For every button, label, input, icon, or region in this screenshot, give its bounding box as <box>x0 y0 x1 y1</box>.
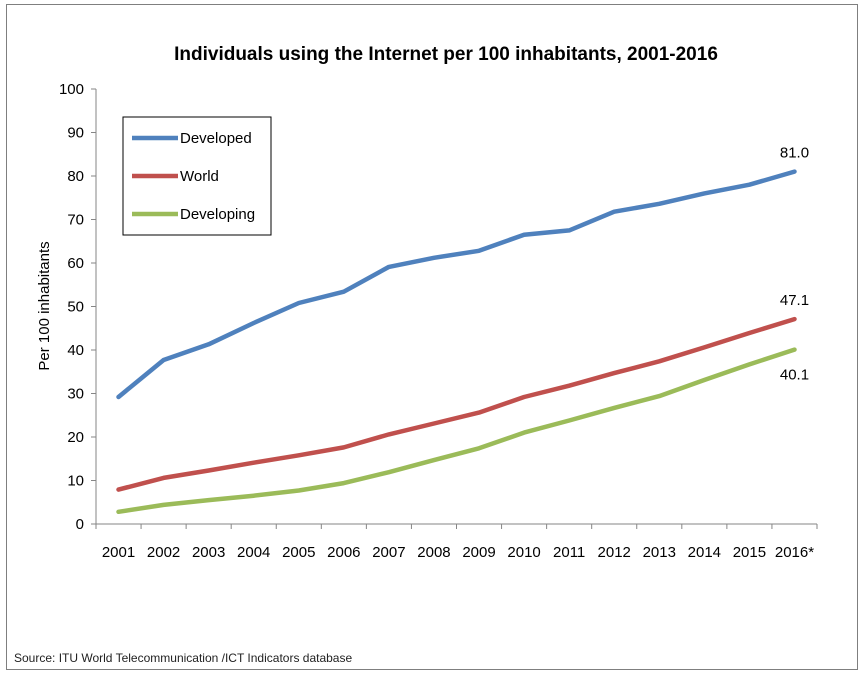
legend-label-world: World <box>180 168 219 185</box>
x-tick-label: 2002 <box>147 544 180 561</box>
y-tick-label: 90 <box>67 125 84 142</box>
y-tick-label: 80 <box>67 168 84 185</box>
data-label-developed: 81.0 <box>780 145 809 162</box>
y-axis-label: Per 100 inhabitants <box>36 241 53 370</box>
x-tick-label: 2006 <box>327 544 360 561</box>
chart-frame <box>6 4 858 670</box>
x-tick-label: 2003 <box>192 544 225 561</box>
y-tick-label: 70 <box>67 212 84 229</box>
chart-title: Individuals using the Internet per 100 i… <box>174 44 718 65</box>
y-tick-label: 0 <box>76 516 84 533</box>
y-tick-label: 100 <box>59 81 84 98</box>
series-line-world <box>116 316 797 492</box>
x-tick-label: 2007 <box>372 544 405 561</box>
y-tick-label: 10 <box>67 473 84 490</box>
legend-label-developing: Developing <box>180 206 255 223</box>
x-tick-label: 2011 <box>553 544 585 561</box>
x-tick-label: 2012 <box>598 544 631 561</box>
source-note: Source: ITU World Telecommunication /ICT… <box>14 651 353 665</box>
data-label-world: 47.1 <box>780 292 809 309</box>
x-tick-label: 2004 <box>237 544 270 561</box>
x-tick-label: 2015 <box>733 544 766 561</box>
y-tick-label: 50 <box>67 299 84 316</box>
x-tick-label: 2005 <box>282 544 315 561</box>
x-tick-label: 2016* <box>775 544 814 561</box>
y-tick-label: 30 <box>67 386 84 403</box>
y-tick-label: 20 <box>67 429 84 446</box>
x-tick-label: 2010 <box>507 544 540 561</box>
data-label-developing: 40.1 <box>780 367 809 384</box>
x-tick-label: 2013 <box>643 544 676 561</box>
x-tick-label: 2001 <box>102 544 135 561</box>
series-line-developed <box>116 169 797 400</box>
x-tick-label: 2009 <box>462 544 495 561</box>
legend-label-developed: Developed <box>180 130 252 147</box>
y-tick-label: 40 <box>67 342 84 359</box>
y-tick-label: 60 <box>67 255 84 272</box>
x-tick-label: 2008 <box>417 544 450 561</box>
series-line-developing <box>116 347 797 515</box>
x-tick-label: 2014 <box>688 544 721 561</box>
